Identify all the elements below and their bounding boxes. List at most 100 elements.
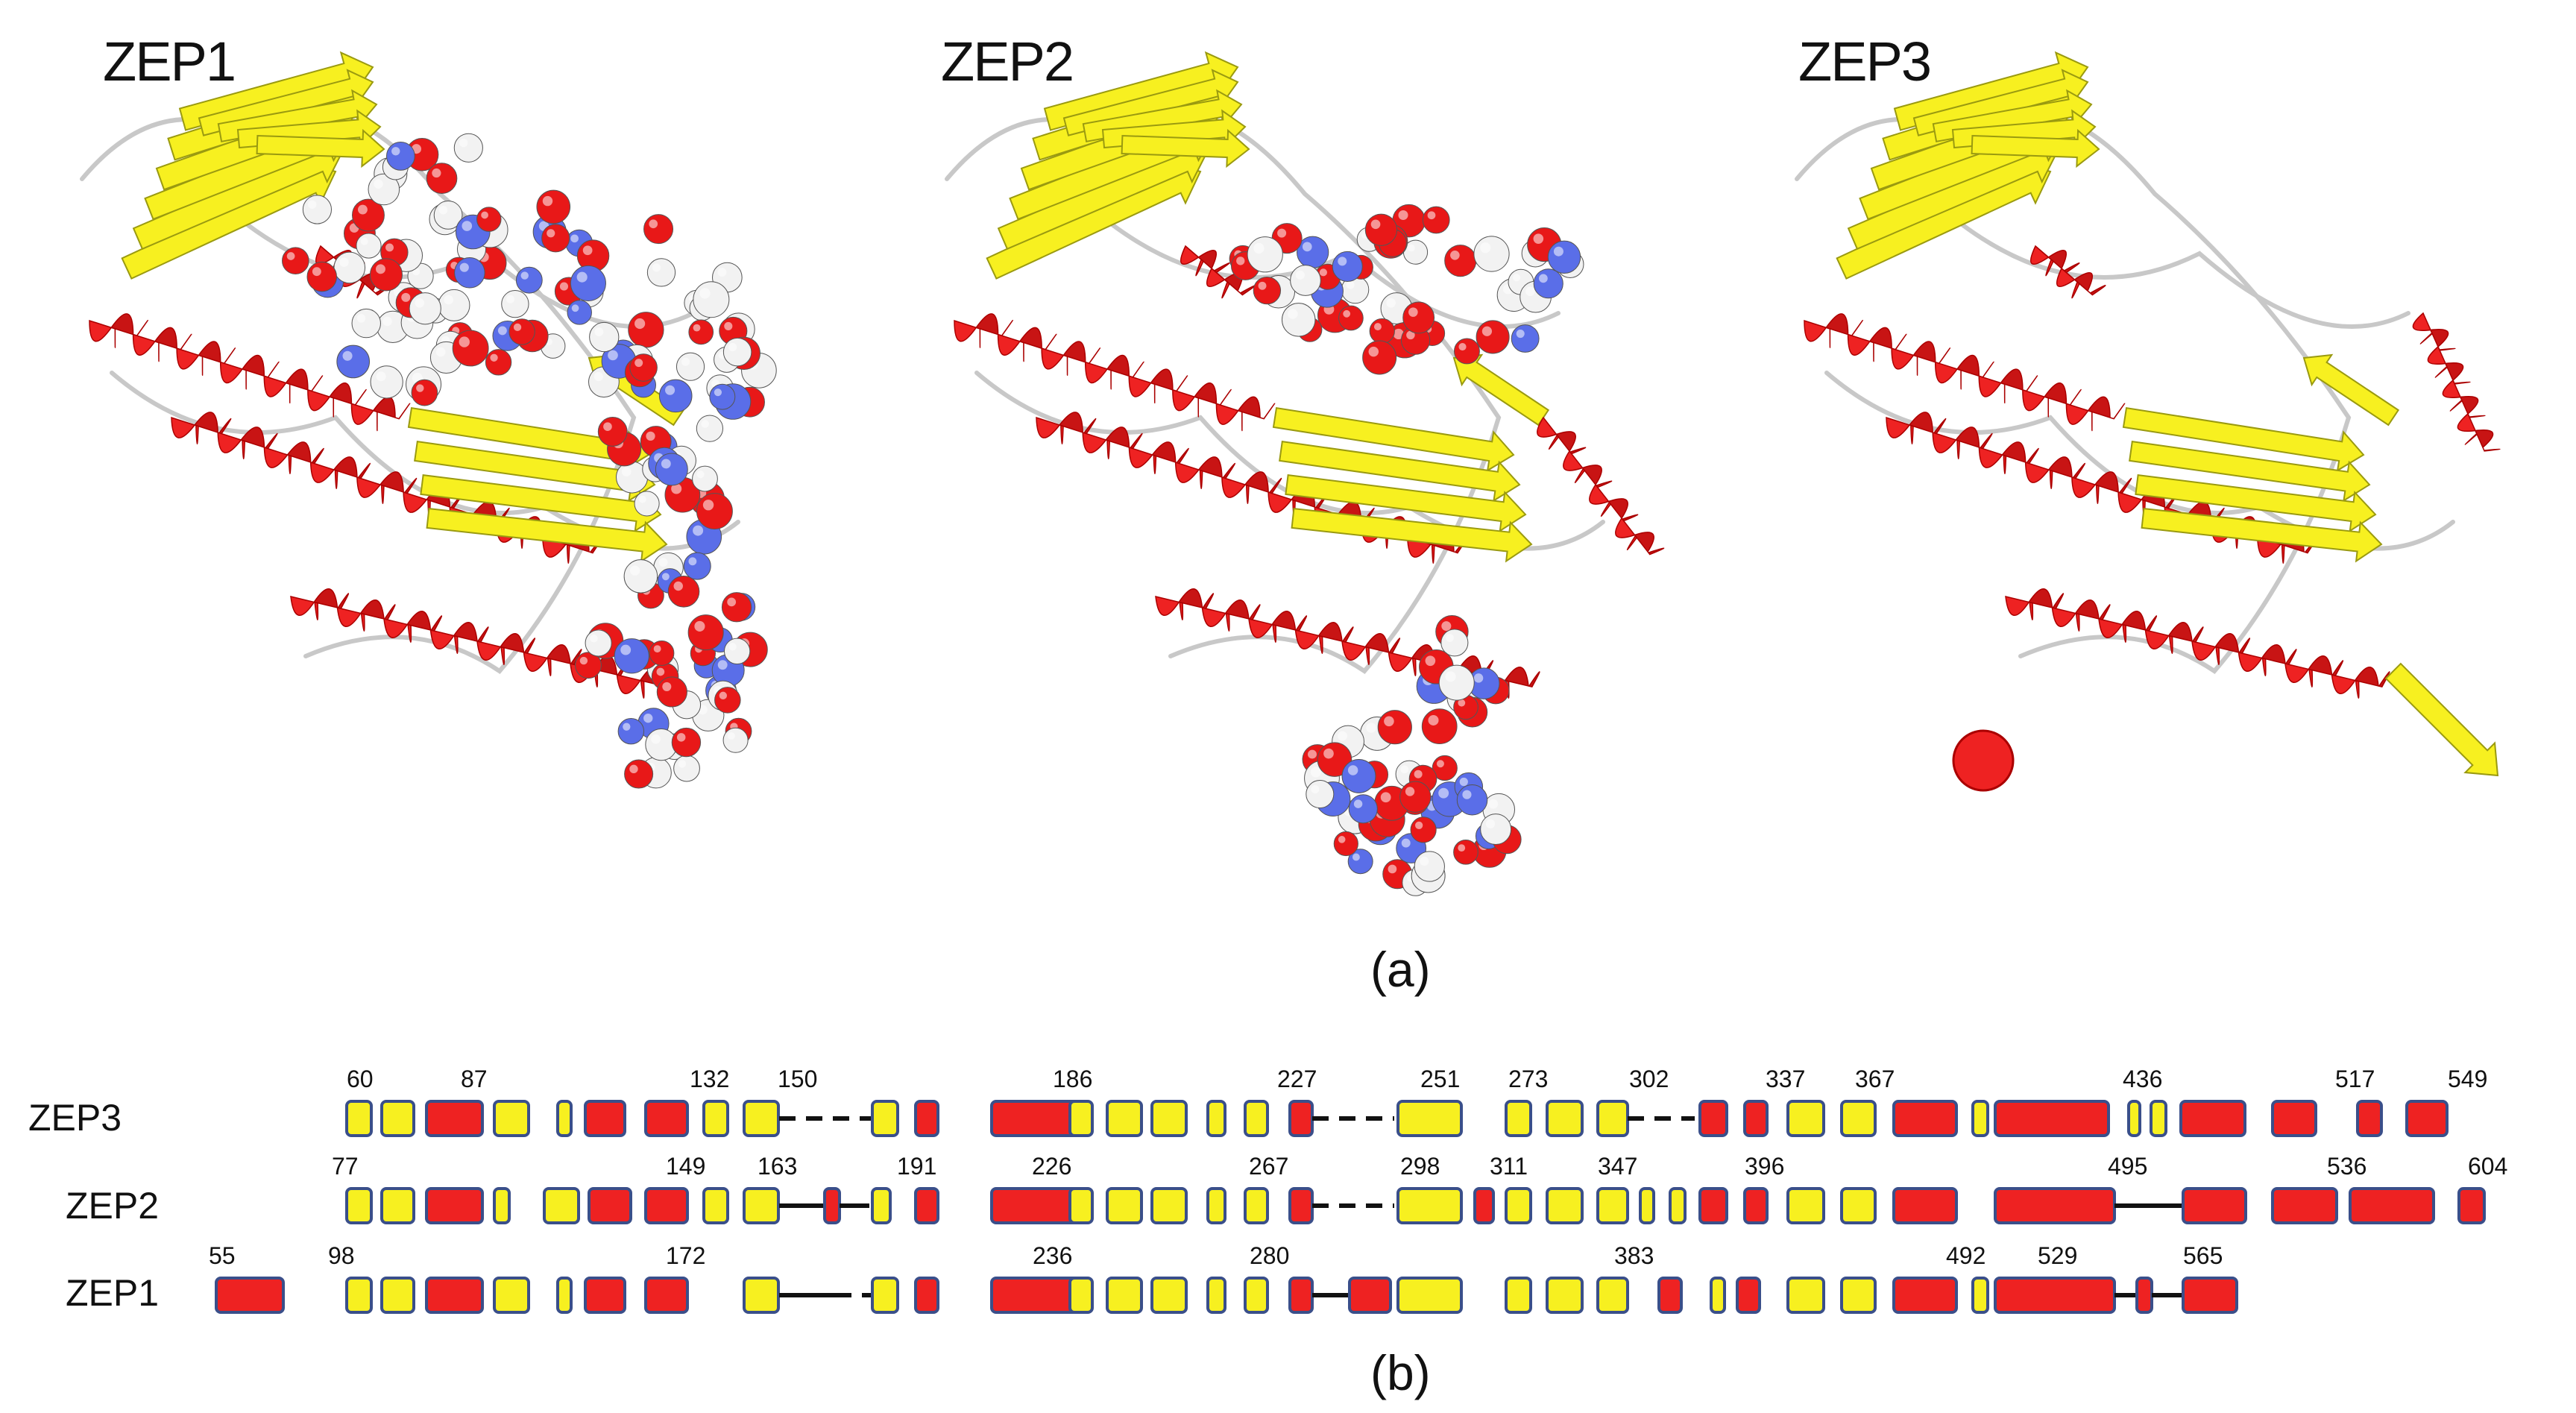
beta-strand-arrow: [1121, 128, 1250, 169]
atom-highlight: [432, 168, 441, 178]
residue-tick-label: 227: [1277, 1066, 1317, 1092]
atom-highlight: [570, 234, 579, 243]
atom-highlight: [1436, 760, 1444, 768]
helix-turn: [1151, 441, 1189, 465]
atom-highlight: [506, 295, 514, 303]
strand-block: [871, 1277, 899, 1314]
atom-highlight: [391, 147, 400, 156]
helix-turn: [1607, 498, 1639, 522]
strand-block: [1971, 1100, 1989, 1137]
atom-highlight: [1408, 244, 1415, 252]
atom-highlight: [1308, 749, 1317, 759]
atom-highlight: [727, 597, 737, 607]
strand-block: [380, 1187, 415, 1224]
residue-tick-label: 298: [1400, 1153, 1440, 1180]
helix-block: [2457, 1187, 2486, 1224]
strand-block: [2127, 1100, 2141, 1137]
helix-turn: [336, 607, 365, 632]
ligand-atom: [302, 195, 333, 224]
strand-block: [380, 1277, 415, 1314]
helix-block: [2405, 1100, 2449, 1137]
ligand-atom: [570, 265, 606, 301]
helix-turn: [1868, 327, 1907, 350]
residue-tick-label: 337: [1766, 1066, 1805, 1092]
atom-highlight: [1458, 844, 1466, 852]
strand-block: [1206, 1100, 1226, 1137]
helix-turn: [1537, 416, 1560, 450]
atom-highlight: [1398, 210, 1408, 221]
residue-tick-label: 311: [1490, 1153, 1528, 1180]
residue-tick-label: 396: [1745, 1153, 1784, 1180]
atom-highlight: [459, 262, 469, 272]
helix-turn: [1563, 450, 1586, 483]
strand-block: [1840, 1277, 1877, 1314]
strand-block: [1786, 1187, 1825, 1224]
row-label-zep1: ZEP1: [66, 1272, 160, 1314]
helix-turn: [350, 403, 378, 431]
residue-tick-label: 226: [1032, 1153, 1071, 1180]
helix-block: [914, 1277, 939, 1314]
helix-turn: [241, 354, 280, 378]
ligand-atom: [1306, 780, 1335, 809]
helix-turn: [1128, 375, 1156, 403]
helix-block: [215, 1277, 285, 1314]
atom-highlight: [1373, 323, 1382, 331]
atom-highlight: [1295, 270, 1305, 280]
helix-turn: [1201, 607, 1230, 632]
atom-highlight: [582, 245, 593, 256]
atom-highlight: [360, 237, 368, 245]
ligand-atom: [541, 224, 570, 253]
atom-highlight: [688, 557, 697, 566]
ligand-atom: [282, 247, 309, 275]
atom-highlight: [571, 304, 579, 312]
atom-highlight: [665, 385, 676, 395]
helix-block: [1473, 1187, 1495, 1224]
atom-highlight: [1380, 792, 1391, 803]
residue-tick-label: 436: [2123, 1066, 2162, 1092]
helix-turn: [217, 431, 246, 459]
helix-turn: [1912, 341, 1950, 365]
residue-tick-label: 55: [209, 1242, 236, 1269]
residue-tick-label: 347: [1598, 1153, 1637, 1180]
ligand-atom: [567, 300, 592, 325]
atom-highlight: [634, 318, 646, 330]
schematic-row-zep1: 55 98 172 236 280 383 492 529 565: [209, 1242, 2238, 1314]
strand-block: [1150, 1277, 1188, 1314]
ligand-atom: [1402, 301, 1435, 334]
helix-turn: [2005, 596, 2034, 620]
ligand-atom: [356, 233, 382, 259]
ligand-atom: [1453, 338, 1480, 365]
helix-turn: [2121, 610, 2158, 632]
ligand-atom: [629, 353, 658, 382]
helix-turn: [2308, 655, 2344, 677]
helix-turn: [1934, 361, 1962, 390]
ligand-atom: [696, 493, 733, 530]
residue-tick-label: 267: [1249, 1153, 1288, 1180]
helix-turn: [356, 476, 385, 504]
helix-block: [1736, 1277, 1761, 1314]
row-label-zep2: ZEP2: [66, 1185, 160, 1227]
residue-tick-label: 302: [1629, 1066, 1669, 1092]
strand-block: [1596, 1100, 1629, 1137]
atom-highlight: [714, 388, 722, 397]
strand-block: [743, 1100, 780, 1137]
ligand-atom: [676, 352, 705, 381]
atom-highlight: [415, 298, 425, 308]
residue-tick-label: 495: [2108, 1153, 2147, 1180]
ligand-atom: [614, 638, 649, 674]
helix-block: [2135, 1277, 2153, 1314]
strand-block: [702, 1187, 729, 1224]
atom-highlight: [634, 359, 643, 368]
atom-highlight: [728, 643, 737, 651]
strand-block: [493, 1100, 530, 1137]
beta-strand-arrow: [2129, 440, 2371, 503]
atom-highlight: [1343, 309, 1351, 318]
helix-turn: [2001, 441, 2039, 465]
atom-highlight: [416, 384, 424, 392]
atom-highlight: [656, 667, 665, 676]
strand-block: [493, 1277, 530, 1314]
strand-block: [1840, 1187, 1877, 1224]
atom-highlight: [1353, 799, 1363, 808]
strand-block: [1396, 1187, 1463, 1224]
atom-highlight: [1420, 856, 1429, 866]
